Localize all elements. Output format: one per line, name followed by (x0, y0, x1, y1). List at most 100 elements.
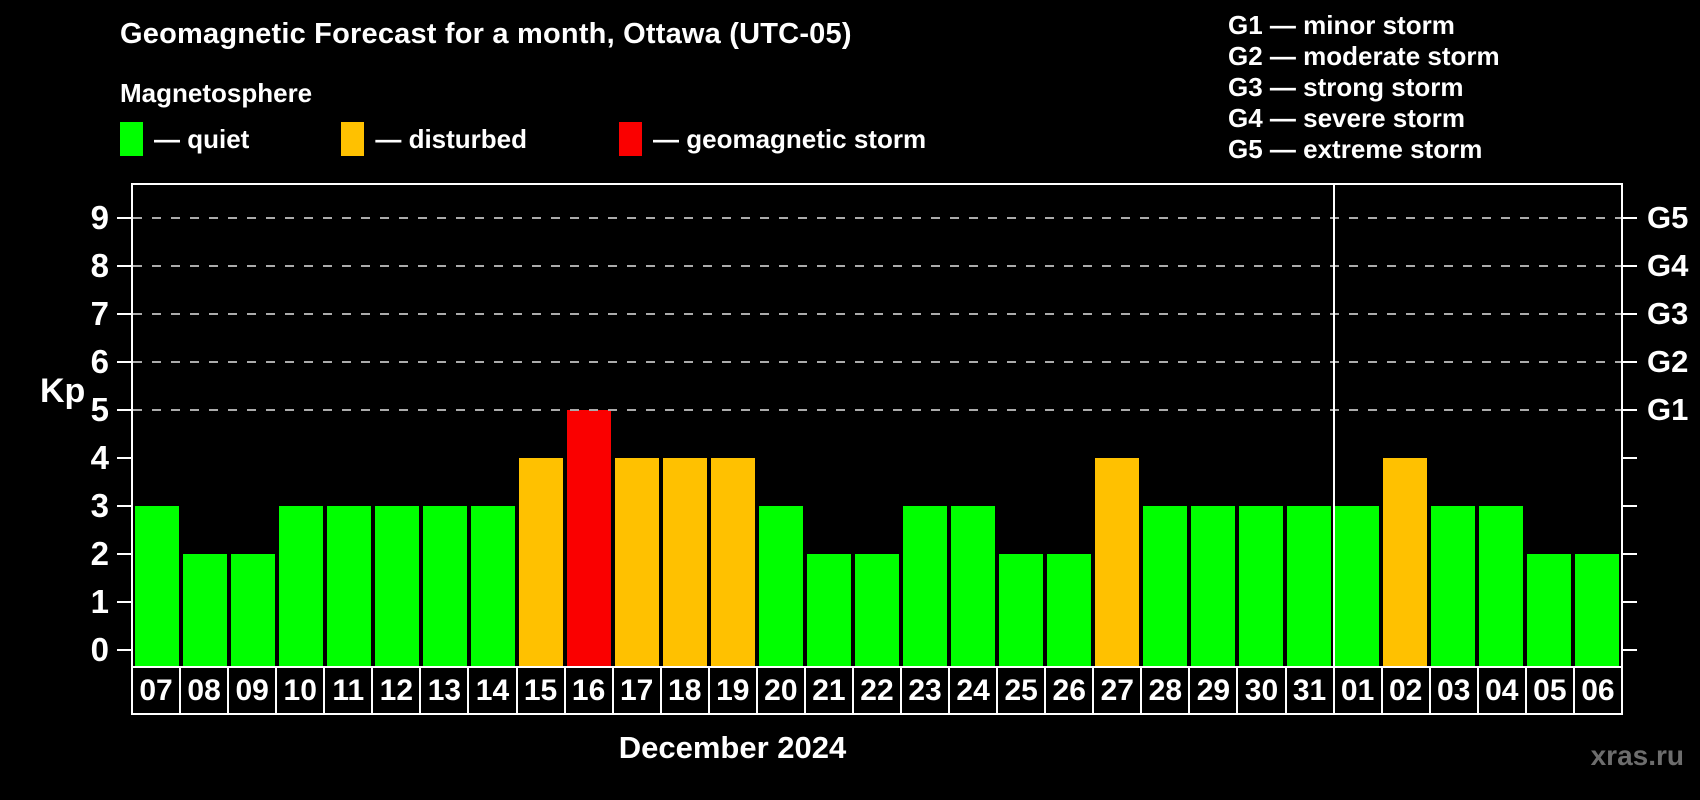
y-tick-left-1 (117, 601, 131, 603)
bar-slot-03 (1429, 185, 1477, 666)
storm-scale-item-g5: G5 — extreme storm (1228, 134, 1483, 164)
bar-slot-26 (1045, 185, 1093, 666)
day-box-18: 18 (659, 666, 710, 715)
y-tick-label-4: 4 (90, 439, 109, 476)
y-tick-right-4 (1623, 457, 1637, 459)
bar-slot-23 (901, 185, 949, 666)
bar-slot-01 (1333, 185, 1381, 666)
y-tick-label-5: 5 (90, 391, 109, 428)
y-tick-label-2: 2 (90, 535, 109, 572)
bar-12 (375, 506, 419, 666)
storm-scale-item-g2: G2 — moderate storm (1228, 41, 1500, 71)
day-box-05: 05 (1524, 666, 1575, 715)
quiet-color-swatch (120, 122, 143, 156)
g-scale-label-g2: G2 (1647, 344, 1689, 379)
legend-item-disturbed: — disturbed (341, 122, 527, 156)
bar-slot-14 (469, 185, 517, 666)
bar-30 (1239, 506, 1283, 666)
day-box-29: 29 (1188, 666, 1239, 715)
y-tick-left-9 (117, 217, 131, 219)
day-box-13: 13 (419, 666, 470, 715)
day-box-31: 31 (1284, 666, 1335, 715)
day-box-28: 28 (1140, 666, 1191, 715)
bar-13 (423, 506, 467, 666)
day-box-20: 20 (755, 666, 806, 715)
bar-15 (519, 458, 563, 666)
day-box-16: 16 (563, 666, 614, 715)
bar-08 (183, 554, 227, 666)
bar-slot-07 (133, 185, 181, 666)
bar-03 (1431, 506, 1475, 666)
bar-09 (231, 554, 275, 666)
day-box-17: 17 (611, 666, 662, 715)
bar-slot-27 (1093, 185, 1141, 666)
series-legend: — quiet — disturbed — geomagnetic storm (120, 119, 926, 159)
bar-21 (807, 554, 851, 666)
day-box-11: 11 (323, 666, 374, 715)
page-title: Geomagnetic Forecast for a month, Ottawa… (120, 18, 852, 50)
y-tick-left-6 (117, 361, 131, 363)
y-tick-left-7 (117, 313, 131, 315)
gridline-kp-5 (133, 409, 1621, 411)
bar-01 (1335, 506, 1379, 666)
day-box-03: 03 (1428, 666, 1479, 715)
storm-scale-item-g3: G3 — strong storm (1228, 72, 1464, 102)
day-box-15: 15 (515, 666, 566, 715)
y-tick-left-0 (117, 649, 131, 651)
y-tick-label-1: 1 (90, 583, 109, 620)
bar-29 (1191, 506, 1235, 666)
y-tick-label-3: 3 (90, 487, 109, 524)
day-box-04: 04 (1476, 666, 1527, 715)
gridline-kp-6 (133, 361, 1621, 363)
y-tick-label-7: 7 (90, 295, 109, 332)
bar-22 (855, 554, 899, 666)
bar-10 (279, 506, 323, 666)
bar-slot-18 (661, 185, 709, 666)
bar-slot-11 (325, 185, 373, 666)
y-tick-right-5 (1623, 409, 1637, 411)
bar-slot-05 (1525, 185, 1573, 666)
y-tick-label-9: 9 (90, 199, 109, 236)
y-tick-label-8: 8 (90, 247, 109, 284)
bar-16 (567, 410, 611, 666)
bar-slot-22 (853, 185, 901, 666)
storm-scale-legend: G1 — minor storm G2 — moderate storm G3 … (1228, 10, 1500, 165)
gridline-kp-8 (133, 265, 1621, 267)
legend-label-disturbed: — disturbed (375, 123, 528, 154)
bar-slot-29 (1189, 185, 1237, 666)
day-box-25: 25 (996, 666, 1047, 715)
day-box-01: 01 (1332, 666, 1383, 715)
gridline-kp-9 (133, 217, 1621, 219)
bar-05 (1527, 554, 1571, 666)
bar-24 (951, 506, 995, 666)
day-box-07: 07 (131, 666, 182, 715)
day-box-22: 22 (851, 666, 902, 715)
bar-slot-08 (181, 185, 229, 666)
bar-slot-04 (1477, 185, 1525, 666)
bar-25 (999, 554, 1043, 666)
y-tick-right-3 (1623, 505, 1637, 507)
bar-slot-16 (565, 185, 613, 666)
bar-slot-12 (373, 185, 421, 666)
x-axis-day-boxes: 07 08 09 10 11 12 13 14 15 16 17 18 19 20 21 22 23 24 25 26… (131, 666, 1623, 715)
bar-slot-09 (229, 185, 277, 666)
bar-slot-31 (1285, 185, 1333, 666)
day-box-19: 19 (707, 666, 758, 715)
watermark-xras: xras.ru (1590, 740, 1684, 771)
day-box-08: 08 (179, 666, 230, 715)
bar-02 (1383, 458, 1427, 666)
y-axis-right-g-scale: G1 G2 G3 G4 G5 (1623, 183, 1700, 668)
y-tick-right-1 (1623, 601, 1637, 603)
bar-06 (1575, 554, 1619, 666)
bar-slot-17 (613, 185, 661, 666)
y-tick-left-5 (117, 409, 131, 411)
y-tick-left-2 (117, 553, 131, 555)
gridline-kp-7 (133, 313, 1621, 315)
bar-23 (903, 506, 947, 666)
g-scale-label-g1: G1 (1647, 392, 1689, 427)
bar-slot-06 (1573, 185, 1621, 666)
y-axis-left: 0 1 2 3 4 5 6 7 8 9 (0, 183, 131, 668)
bar-slot-28 (1141, 185, 1189, 666)
disturbed-color-swatch (341, 122, 365, 156)
